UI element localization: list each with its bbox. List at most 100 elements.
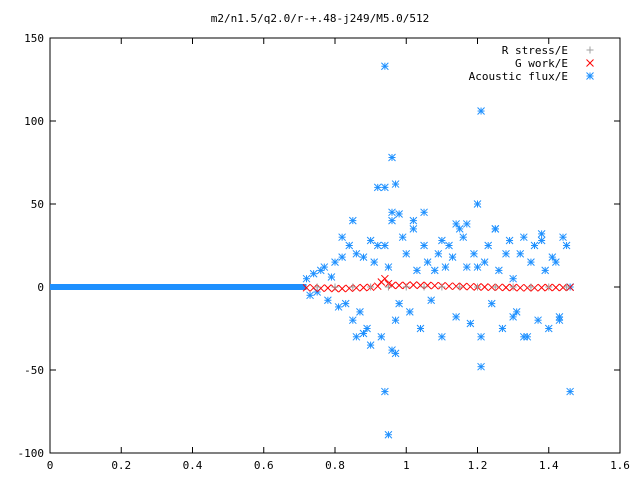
point-star xyxy=(534,316,542,325)
point-star xyxy=(334,303,343,311)
point-star xyxy=(559,233,567,242)
point-star xyxy=(484,241,493,250)
point-cross xyxy=(566,283,574,292)
point-star xyxy=(452,220,460,228)
point-star xyxy=(366,341,375,349)
point-star xyxy=(473,263,482,271)
point-cross xyxy=(480,283,489,291)
point-cross xyxy=(537,283,546,292)
point-star xyxy=(373,183,382,192)
point-star xyxy=(420,241,428,250)
point-plus xyxy=(384,283,392,291)
point-star xyxy=(434,249,443,258)
x-tick-label: 0.2 xyxy=(111,459,131,472)
point-star xyxy=(455,225,464,233)
point-star xyxy=(348,316,357,325)
point-star xyxy=(477,107,485,115)
point-star xyxy=(544,324,553,333)
point-star xyxy=(309,269,318,278)
y-tick-label: -50 xyxy=(24,364,44,377)
point-cross xyxy=(430,281,439,290)
point-cross xyxy=(316,284,325,293)
point-star xyxy=(477,362,485,371)
point-star xyxy=(391,316,400,325)
point-star xyxy=(381,62,389,71)
point-plus xyxy=(563,283,571,291)
point-star xyxy=(338,233,346,242)
point-cross xyxy=(423,281,432,290)
point-star xyxy=(562,241,571,250)
point-plus xyxy=(367,283,375,291)
point-star xyxy=(356,308,364,316)
point-star xyxy=(352,249,361,258)
point-cross xyxy=(409,281,418,289)
x-tick-label: 1.6 xyxy=(610,459,630,472)
x-tick-label: 1.4 xyxy=(539,459,559,472)
point-plus xyxy=(331,283,339,291)
legend-label: G work/E xyxy=(515,57,568,70)
point-cross xyxy=(324,284,332,292)
x-tick-label: 0 xyxy=(47,459,54,472)
chart-title: m2/n1.5/q2.0/r-+.48-j249/M5.0/512 xyxy=(211,12,430,25)
point-cross xyxy=(530,283,539,292)
point-star xyxy=(306,291,314,300)
point-star xyxy=(441,263,450,271)
point-cross xyxy=(502,283,510,292)
point-cross xyxy=(552,283,560,292)
y-tick-label: 50 xyxy=(31,198,44,211)
point-star xyxy=(555,316,564,325)
point-star xyxy=(413,266,421,275)
point-star xyxy=(552,258,560,266)
point-plus xyxy=(313,283,321,291)
point-star xyxy=(366,236,375,245)
point-star xyxy=(487,299,496,308)
point-cross xyxy=(395,281,403,290)
legend-marker-cross xyxy=(586,59,594,67)
point-star xyxy=(452,313,460,321)
point-star xyxy=(502,249,510,258)
point-star xyxy=(388,216,396,225)
point-star xyxy=(384,263,393,271)
point-plus xyxy=(438,283,446,291)
x-tick-label: 1 xyxy=(403,459,410,472)
legend-marker-star xyxy=(586,72,594,80)
point-star xyxy=(477,332,485,341)
point-cross xyxy=(466,282,475,291)
point-star xyxy=(505,236,514,245)
y-tick-label: 150 xyxy=(24,32,44,45)
point-cross xyxy=(416,281,425,290)
point-star xyxy=(566,387,574,396)
point-star xyxy=(381,387,389,396)
point-star xyxy=(448,253,457,261)
point-star xyxy=(338,253,346,261)
point-star xyxy=(480,258,489,266)
point-star xyxy=(302,274,311,283)
point-cross xyxy=(309,283,318,292)
y-axis: 150 100 50 0 -50 -100 xyxy=(18,32,620,460)
point-cross xyxy=(345,284,354,293)
point-star xyxy=(348,216,357,225)
point-star xyxy=(395,210,403,218)
x-tick-label: 1.2 xyxy=(468,459,488,472)
point-star xyxy=(359,253,368,261)
x-axis: 0 0.2 0.4 0.6 0.8 1 1.2 1.4 1.6 xyxy=(47,38,630,472)
point-star xyxy=(388,153,396,162)
point-star xyxy=(491,225,500,233)
point-star xyxy=(470,249,478,258)
y-tick-label: 0 xyxy=(37,281,44,294)
point-cross xyxy=(523,283,532,292)
point-star xyxy=(345,241,354,250)
point-star xyxy=(381,241,389,250)
point-star xyxy=(352,332,361,341)
point-star xyxy=(416,324,425,333)
point-star xyxy=(388,208,396,217)
point-plus xyxy=(420,283,428,291)
point-star xyxy=(527,258,535,266)
x-tick-label: 0.4 xyxy=(183,459,203,472)
point-cross xyxy=(516,283,525,292)
point-cross xyxy=(559,283,567,292)
baseline-points xyxy=(50,284,307,290)
legend-marker-plus xyxy=(586,46,594,54)
